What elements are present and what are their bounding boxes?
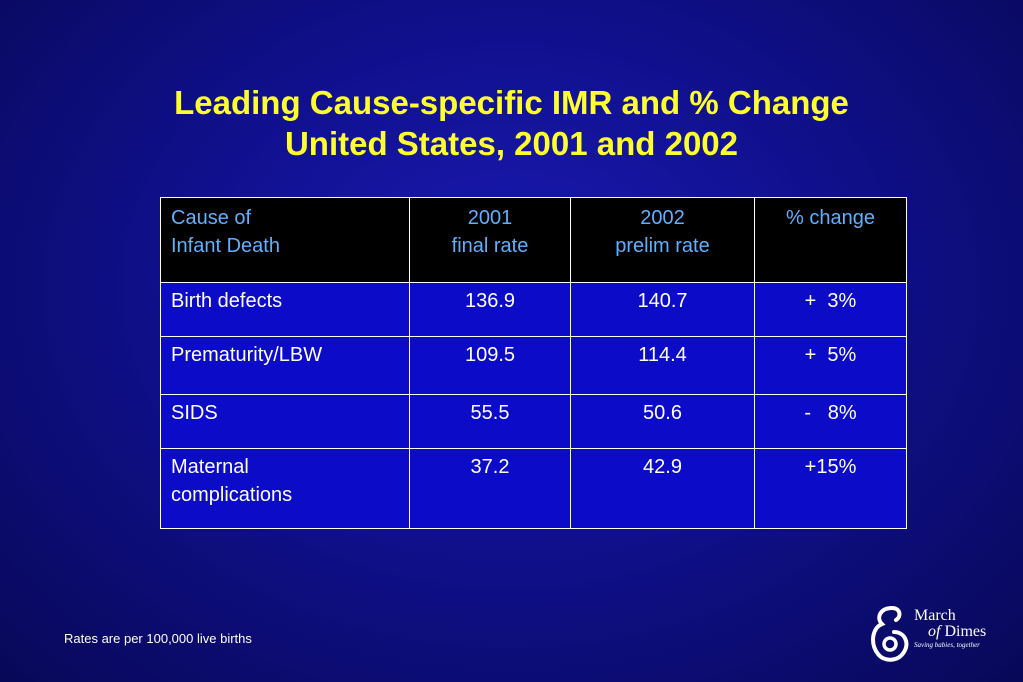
cell-change: + 3% bbox=[754, 282, 907, 337]
cell-rate-2002: 114.4 bbox=[570, 336, 755, 395]
cell-change: + 5% bbox=[754, 336, 907, 395]
logo-tagline: Saving babies, together bbox=[914, 641, 980, 649]
cell-rate-2002: 140.7 bbox=[570, 282, 755, 337]
slide-title: Leading Cause-specific IMR and % Change … bbox=[0, 82, 1023, 164]
cell-change: - 8% bbox=[754, 394, 907, 449]
table-row: Maternal complications 37.2 42.9 +15% bbox=[160, 448, 907, 529]
cell-cause: Maternal complications bbox=[160, 448, 410, 529]
cell-cause: SIDS bbox=[160, 394, 410, 449]
logo-line-1: March bbox=[914, 607, 956, 624]
cell-rate-2001: 55.5 bbox=[409, 394, 571, 449]
header-cause: Cause of Infant Death bbox=[160, 197, 410, 283]
mother-child-icon bbox=[868, 604, 992, 664]
cell-rate-2001: 109.5 bbox=[409, 336, 571, 395]
imr-table: Cause of Infant Death 2001 final rate 20… bbox=[160, 197, 907, 529]
logo-line-2: of Dimes bbox=[928, 623, 987, 640]
cell-cause: Prematurity/LBW bbox=[160, 336, 410, 395]
cell-change: +15% bbox=[754, 448, 907, 529]
cell-rate-2001: 37.2 bbox=[409, 448, 571, 529]
cell-rate-2002: 50.6 bbox=[570, 394, 755, 449]
table-header-row: Cause of Infant Death 2001 final rate 20… bbox=[160, 197, 907, 283]
header-2002: 2002 prelim rate bbox=[570, 197, 755, 283]
march-of-dimes-logo: March of Dimes Saving babies, together bbox=[868, 604, 992, 666]
title-line-1: Leading Cause-specific IMR and % Change bbox=[174, 84, 849, 121]
table-row: SIDS 55.5 50.6 - 8% bbox=[160, 394, 907, 449]
footnote: Rates are per 100,000 live births bbox=[64, 631, 252, 646]
title-line-2: United States, 2001 and 2002 bbox=[284, 125, 739, 162]
cell-rate-2001: 136.9 bbox=[409, 282, 571, 337]
table-row: Prematurity/LBW 109.5 114.4 + 5% bbox=[160, 336, 907, 395]
header-change: % change bbox=[754, 197, 907, 283]
table-row: Birth defects 136.9 140.7 + 3% bbox=[160, 282, 907, 337]
header-2001: 2001 final rate bbox=[409, 197, 571, 283]
logo-text: March of Dimes Saving babies, together bbox=[914, 608, 986, 650]
cell-cause: Birth defects bbox=[160, 282, 410, 337]
cell-rate-2002: 42.9 bbox=[570, 448, 755, 529]
